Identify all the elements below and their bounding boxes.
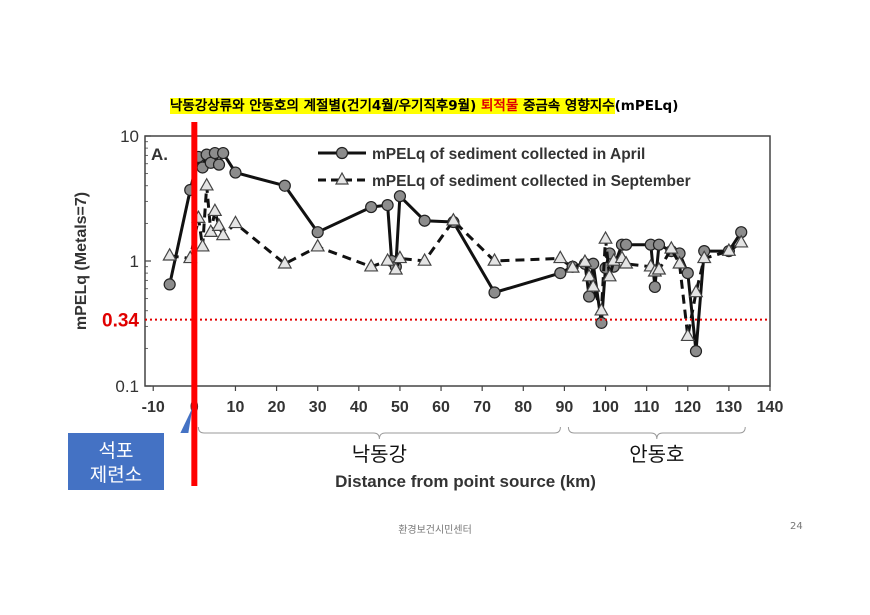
region-label: 안동호	[629, 443, 684, 466]
legend-marker-1	[335, 146, 349, 160]
april-point	[217, 146, 230, 160]
september-point	[380, 252, 395, 266]
y-tick-label: 1	[130, 252, 139, 271]
september-point	[672, 255, 687, 269]
september-point	[211, 217, 227, 231]
april-point	[418, 214, 431, 227]
september-point	[696, 250, 712, 264]
x-tick-label: 140	[757, 399, 784, 416]
september-point	[577, 253, 593, 267]
x-axis-label: Distance from point source (km)	[335, 472, 596, 491]
september-point	[680, 328, 696, 342]
x-tick-label: 90	[556, 399, 574, 416]
september-point	[721, 242, 737, 256]
april-point	[393, 190, 407, 203]
april-point	[212, 158, 226, 171]
september-point	[215, 227, 231, 241]
legend-label-1: mPELq of sediment collected in April	[372, 146, 645, 163]
september-point	[552, 250, 568, 264]
y-tick-label: 10	[120, 127, 139, 146]
x-tick-label: 10	[227, 399, 245, 416]
x-tick-label: 40	[350, 399, 368, 416]
april-point	[619, 238, 633, 251]
x-tick-label: 120	[674, 399, 701, 416]
september-point	[388, 261, 404, 275]
april-point	[689, 345, 703, 358]
april-point	[554, 267, 567, 280]
region-label: 낙동강	[352, 443, 407, 466]
september-point	[602, 268, 617, 282]
series-line-2	[169, 184, 743, 338]
x-tick-label: 50	[391, 399, 409, 416]
april-point	[595, 316, 608, 329]
april-point	[648, 280, 661, 294]
april-point	[163, 278, 176, 291]
april-point	[311, 226, 324, 239]
september-point	[651, 261, 667, 275]
x-tick-label: 100	[592, 399, 619, 416]
x-tick-label: 60	[432, 399, 450, 416]
september-point	[392, 250, 408, 264]
callout-box	[68, 433, 164, 490]
title-part1: 낙동강상류와 안동호의 계절별(건기4월/우기직후9월)	[170, 98, 477, 114]
legend-label-2: mPELq of sediment collected in September	[372, 173, 691, 190]
april-point	[652, 238, 666, 251]
september-point	[310, 238, 326, 252]
april-point	[278, 179, 291, 192]
september-point	[585, 278, 601, 292]
page-number: 24	[790, 521, 803, 532]
september-point	[446, 212, 461, 226]
september-point	[581, 268, 597, 282]
x-tick-label: -10	[142, 399, 165, 416]
september-point	[594, 302, 609, 316]
april-point	[381, 199, 394, 212]
x-tick-label: 70	[473, 399, 491, 416]
callout-pointer	[180, 408, 193, 433]
title-part2: 퇴적물	[480, 98, 519, 114]
september-point	[277, 255, 293, 269]
title-part4: (mPELq)	[614, 98, 679, 114]
september-point	[663, 240, 679, 254]
september-point	[195, 238, 210, 252]
region-brace	[567, 426, 746, 440]
region-brace	[197, 426, 561, 440]
september-point	[162, 247, 177, 261]
threshold-label: 0.34	[102, 311, 139, 332]
september-point	[363, 258, 379, 272]
panel-label: A.	[151, 145, 168, 164]
x-tick-label: 20	[268, 399, 286, 416]
y-tick-label: 0.1	[115, 377, 139, 396]
slide-title: 낙동강상류와 안동호의 계절별(건기4월/우기직후9월) 퇴적물 중금속 영향지…	[170, 96, 678, 116]
september-point	[565, 259, 580, 273]
legend-marker-2	[334, 171, 350, 185]
september-point	[618, 255, 634, 269]
april-point	[365, 200, 378, 214]
x-tick-label: 30	[309, 399, 327, 416]
september-point	[598, 230, 613, 244]
y-axis-label: mPELq (Metals=7)	[73, 192, 90, 330]
september-point	[733, 234, 749, 248]
september-point	[688, 284, 704, 298]
april-point	[582, 290, 596, 303]
september-point	[207, 203, 223, 217]
september-point	[417, 252, 432, 266]
footer: 환경보건시민센터	[398, 525, 472, 536]
september-point	[487, 252, 502, 266]
callout-line1: 석포	[99, 440, 134, 462]
september-point	[199, 177, 215, 191]
callout-line2: 제련소	[90, 464, 142, 486]
april-point	[229, 166, 242, 179]
april-point	[681, 267, 694, 280]
april-point	[488, 286, 501, 299]
september-point	[228, 215, 243, 229]
x-tick-label: 80	[514, 399, 532, 416]
x-tick-label: 130	[716, 399, 743, 416]
title-part3: 중금속 영향지수	[522, 98, 615, 114]
x-tick-label: 110	[634, 399, 660, 416]
